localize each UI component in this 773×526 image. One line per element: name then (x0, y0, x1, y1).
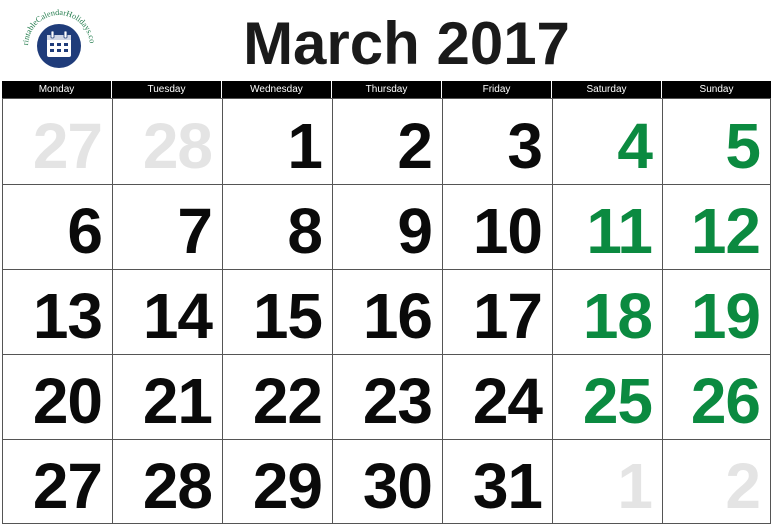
weekday-label-wednesday: Wednesday (222, 81, 332, 98)
day-number: 20 (32, 365, 103, 437)
day-cell: 18 (552, 269, 662, 354)
day-cell: 27 (2, 98, 112, 184)
day-number: 4 (617, 110, 653, 182)
calendar-grid: 27 28 1 2 3 4 5 6 7 8 9 10 11 12 13 14 15 16 17 18 19 20 21 22 2… (2, 98, 771, 524)
calendar-logo-icon: PrintableCalendarHolidays.com (11, 0, 97, 68)
day-cell: 29 (222, 439, 332, 524)
day-number: 3 (507, 110, 543, 182)
day-number: 27 (32, 110, 103, 182)
day-cell: 2 (662, 439, 771, 524)
calendar-title: March 2017 (243, 10, 570, 77)
day-cell: 19 (662, 269, 771, 354)
weekday-label-monday: Monday (2, 81, 112, 98)
day-cell: 22 (222, 354, 332, 439)
day-number: 29 (252, 450, 323, 522)
day-cell: 9 (332, 184, 442, 269)
weekday-label-saturday: Saturday (552, 81, 662, 98)
day-cell: 2 (332, 98, 442, 184)
day-cell: 11 (552, 184, 662, 269)
weekday-header-bar: Monday Tuesday Wednesday Thursday Friday Satu… (2, 81, 771, 98)
day-cell: 31 (442, 439, 552, 524)
day-number: 26 (690, 365, 761, 437)
day-number: 9 (397, 195, 433, 267)
day-number: 6 (67, 195, 103, 267)
day-number: 5 (725, 110, 761, 182)
weekday-label-sunday: Sunday (699, 84, 734, 95)
day-number: 30 (362, 450, 433, 522)
day-number: 12 (690, 195, 761, 267)
day-cell: 16 (332, 269, 442, 354)
day-cell: 5 (662, 98, 771, 184)
day-number: 21 (142, 365, 213, 437)
day-cell: 3 (442, 98, 552, 184)
day-number: 27 (32, 450, 103, 522)
day-cell: 20 (2, 354, 112, 439)
day-number: 31 (472, 450, 543, 522)
day-cell: 13 (2, 269, 112, 354)
day-number: 16 (362, 280, 433, 352)
weekday-label-friday: Friday (442, 81, 552, 98)
day-cell: 26 (662, 354, 771, 439)
day-number: 14 (142, 280, 213, 352)
day-number: 15 (252, 280, 323, 352)
day-number: 28 (142, 450, 213, 522)
day-cell: 6 (2, 184, 112, 269)
weekday-label-tuesday: Tuesday (112, 81, 222, 98)
day-cell: 17 (442, 269, 552, 354)
day-cell: 12 (662, 184, 771, 269)
day-number: 17 (472, 280, 543, 352)
day-number: 7 (177, 195, 213, 267)
day-cell: 14 (112, 269, 222, 354)
site-logo: PrintableCalendarHolidays.com (11, 0, 104, 76)
day-cell: 27 (2, 439, 112, 524)
day-number: 18 (582, 280, 653, 352)
day-number: 23 (362, 365, 433, 437)
day-number: 1 (287, 110, 323, 182)
day-number: 13 (32, 280, 103, 352)
day-number: 2 (397, 110, 433, 182)
day-cell: 21 (112, 354, 222, 439)
day-cell: 8 (222, 184, 332, 269)
day-cell: 28 (112, 98, 222, 184)
day-cell: 25 (552, 354, 662, 439)
day-number: 22 (252, 365, 323, 437)
day-cell: 23 (332, 354, 442, 439)
day-cell: 15 (222, 269, 332, 354)
day-cell: 30 (332, 439, 442, 524)
day-cell: 24 (442, 354, 552, 439)
day-cell: 1 (552, 439, 662, 524)
weekday-label-thursday: Thursday (332, 81, 442, 98)
day-cell: 10 (442, 184, 552, 269)
day-number: 11 (586, 195, 653, 267)
day-cell: 1 (222, 98, 332, 184)
day-number: 10 (472, 195, 543, 267)
day-number: 8 (287, 195, 323, 267)
day-number: 28 (142, 110, 213, 182)
day-number: 19 (690, 280, 761, 352)
day-cell: 4 (552, 98, 662, 184)
day-number: 2 (725, 450, 761, 522)
day-number: 24 (472, 365, 543, 437)
day-number: 25 (582, 365, 653, 437)
day-cell: 28 (112, 439, 222, 524)
day-number: 1 (617, 450, 653, 522)
day-cell: 7 (112, 184, 222, 269)
